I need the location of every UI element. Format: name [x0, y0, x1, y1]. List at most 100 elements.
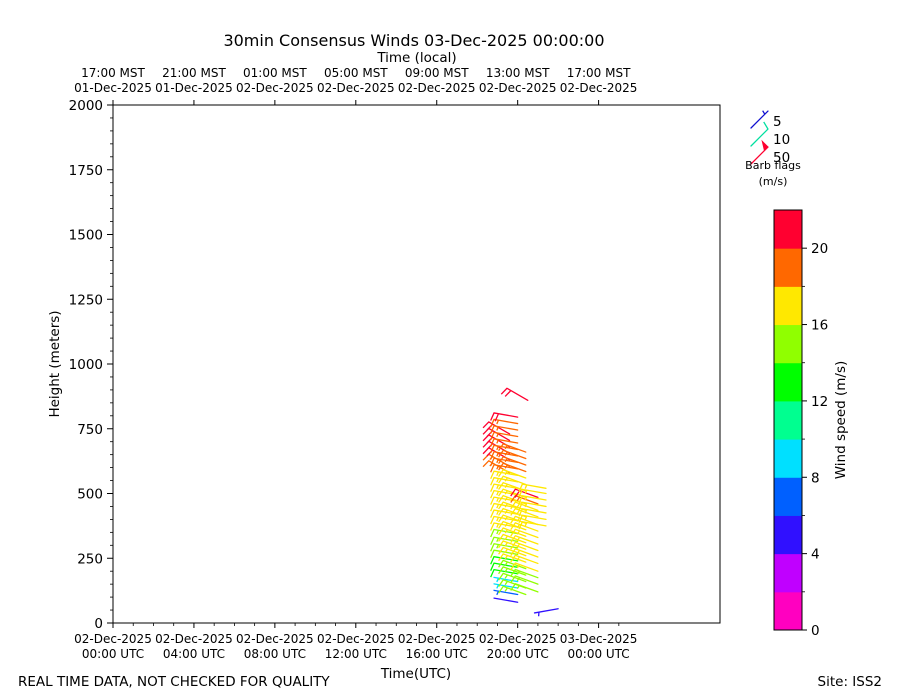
barb-full-feather [518, 495, 523, 504]
barb-full-feather [490, 445, 495, 454]
barb-full-feather [500, 387, 508, 395]
barb-full-feather [498, 534, 504, 542]
barb-full-feather [490, 543, 495, 552]
barb-full-feather [498, 560, 504, 568]
barb-half-feather [524, 502, 528, 508]
quality-disclaimer: REAL TIME DATA, NOT CHECKED FOR QUALITY [18, 674, 330, 690]
barb-half-feather [504, 587, 508, 592]
wind-barb [510, 583, 539, 593]
wind-barb [750, 121, 769, 147]
barb-full-feather [494, 413, 500, 422]
barb-half-feather [496, 452, 500, 457]
barb-half-feather [524, 484, 528, 489]
barb-half-feather [516, 584, 521, 590]
barb-full-feather [763, 121, 769, 130]
barb-full-feather [482, 421, 490, 429]
colorbar-segment [774, 324, 802, 364]
barb-legend-units: (m/s) [759, 175, 788, 188]
wind-barb [510, 548, 539, 558]
barb-half-feather [504, 477, 508, 482]
barb-half-feather [516, 496, 521, 501]
barb-half-feather [516, 556, 521, 561]
barb-half-feather [496, 497, 500, 502]
colorbar-tick-label: 20 [811, 241, 828, 257]
colorbar-segment [774, 553, 802, 593]
barb-legend-entry: 50 [750, 139, 790, 166]
top-tick-label-time: 13:00 MST [486, 66, 550, 80]
barb-half-feather [762, 110, 766, 115]
top-tick-label-date: 02-Dec-2025 [479, 81, 557, 95]
barb-half-feather [524, 489, 528, 495]
barb-half-feather [524, 522, 528, 527]
barb-shaft [514, 562, 539, 572]
barb-shaft [506, 387, 529, 401]
barb-full-feather [490, 562, 495, 571]
colorbar-segment [774, 362, 802, 402]
wind-barb [533, 608, 559, 617]
barb-full-feather [498, 469, 504, 477]
chart-title: 30min Consensus Winds 03-Dec-2025 00:00:… [223, 31, 604, 50]
wind-barb [493, 583, 519, 589]
barb-legend-entry: 10 [750, 121, 790, 148]
colorbar-label: Wind speed (m/s) [833, 361, 849, 480]
wind-barb [498, 449, 527, 460]
barb-full-feather [498, 579, 504, 588]
barb-full-feather [498, 540, 504, 549]
barb-full-feather [490, 425, 495, 434]
barb-full-feather [498, 462, 504, 471]
wind-barb [510, 522, 539, 532]
colorbar-segment [774, 248, 802, 287]
barb-full-feather [482, 460, 490, 468]
barb-half-feather [496, 445, 500, 451]
barb-full-feather [498, 514, 504, 523]
colorbar-segment [774, 515, 802, 555]
wind-barb [493, 597, 519, 603]
y-tick-label: 1500 [69, 228, 103, 244]
barb-full-feather [504, 390, 512, 397]
barb-full-feather [490, 412, 495, 421]
wind-barb [750, 139, 769, 165]
barb-full-feather [510, 508, 516, 516]
barb-half-feather [504, 555, 508, 560]
colorbar-tick-label: 0 [811, 623, 820, 639]
barb-full-feather [498, 547, 504, 555]
barb-legend-value: 5 [773, 114, 782, 130]
barb-full-feather [518, 521, 523, 530]
barb-half-feather [504, 535, 508, 540]
top-tick-label-date: 02-Dec-2025 [560, 81, 638, 95]
barb-half-feather [496, 491, 500, 496]
wind-barb [510, 507, 539, 518]
x-tick-label-time: 00:00 UTC [82, 647, 144, 661]
barb-full-feather [510, 548, 516, 556]
barb-shaft [493, 597, 519, 603]
top-tick-label-time: 05:00 MST [324, 66, 388, 80]
barb-full-feather [510, 535, 516, 543]
barb-half-feather [504, 574, 508, 579]
barb-full-feather [514, 490, 521, 498]
wind-barb [498, 585, 527, 596]
barb-full-feather [518, 514, 523, 524]
top-tick-label-date: 01-Dec-2025 [74, 81, 152, 95]
barb-half-feather [504, 522, 508, 527]
barb-half-feather [496, 590, 500, 596]
colorbar-segment [774, 439, 802, 478]
wind-barb [498, 553, 527, 563]
barb-shaft [514, 583, 539, 593]
wind-barb [498, 456, 527, 466]
barb-full-feather [490, 496, 495, 505]
colorbar-segment [774, 210, 802, 249]
barb-legend-title: Barb flags [745, 159, 801, 172]
y-axis-label: Height (meters) [47, 310, 63, 417]
barb-shaft [750, 128, 769, 147]
barb-half-feather [496, 584, 500, 589]
barb-half-feather [504, 581, 508, 586]
colorbar-segment [774, 286, 802, 326]
wind-barb [750, 110, 769, 129]
barb-half-feather [516, 503, 521, 508]
barb-full-feather [498, 508, 504, 516]
barb-half-feather [504, 548, 508, 553]
barb-half-feather [516, 530, 521, 535]
barb-half-feather [516, 536, 521, 542]
barb-half-feather [516, 564, 521, 569]
barb-half-feather [496, 504, 500, 509]
